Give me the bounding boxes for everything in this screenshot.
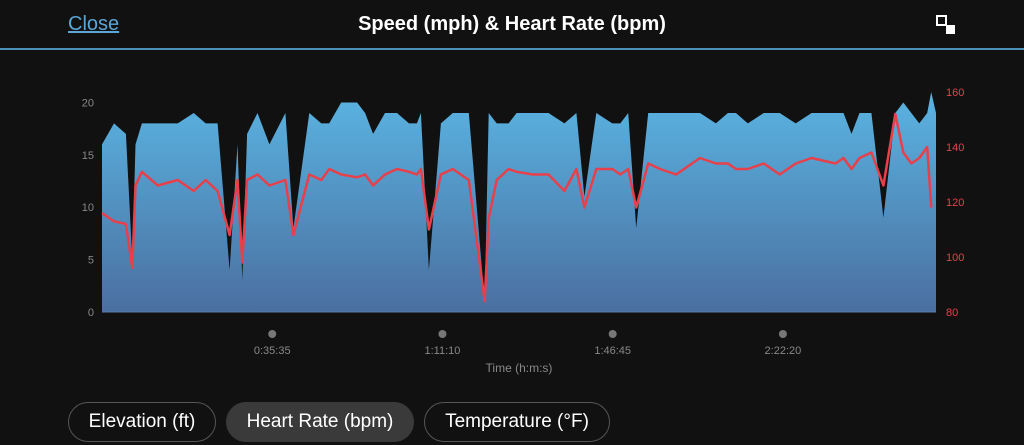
- y-right-tick-label: 160: [946, 87, 964, 99]
- speed-heart-rate-chart[interactable]: 0 5 10 15 20 80 100 120 140 160 0:35:35 1:11:10 1:46…: [0, 52, 1024, 382]
- x-tick-label: 1:11:10: [425, 345, 461, 357]
- page-title: Speed (mph) & Heart Rate (bpm): [358, 13, 666, 35]
- y-left-tick-label: 20: [82, 97, 94, 109]
- x-tick-marker: [268, 330, 277, 338]
- y-left-tick-label: 10: [82, 202, 94, 214]
- chip-elevation[interactable]: Elevation (ft): [68, 402, 216, 442]
- y-left-tick-label: 0: [88, 307, 94, 319]
- close-button[interactable]: Close: [68, 13, 120, 35]
- heart-rate-line-series: [101, 112, 933, 303]
- y-left-tick-label: 5: [88, 255, 94, 267]
- header-bar: Close Speed (mph) & Heart Rate (bpm): [0, 0, 1024, 50]
- chip-temperature[interactable]: Temperature (°F): [424, 402, 610, 442]
- speed-area-series: [102, 92, 936, 312]
- x-tick-marker: [778, 330, 787, 338]
- chart-area[interactable]: 0 5 10 15 20 80 100 120 140 160 0:35:35 1:11:10 1:46…: [0, 52, 1024, 382]
- chip-heart-rate[interactable]: Heart Rate (bpm): [226, 402, 414, 442]
- y-right-tick-label: 80: [946, 307, 958, 319]
- y-right-tick-label: 100: [946, 252, 964, 264]
- y-right-tick-label: 140: [946, 142, 964, 154]
- x-axis-label: Time (h:m:s): [486, 361, 553, 375]
- x-tick-label: 2:22:20: [765, 345, 802, 357]
- x-tick-marker: [438, 330, 447, 338]
- x-tick-label: 0:35:35: [254, 345, 291, 357]
- x-tick-marker: [608, 330, 617, 338]
- x-tick-label: 1:46:45: [594, 345, 631, 357]
- y-left-tick-label: 15: [82, 150, 94, 162]
- y-right-tick-label: 120: [946, 197, 964, 209]
- expand-collapse-icon[interactable]: [936, 15, 956, 35]
